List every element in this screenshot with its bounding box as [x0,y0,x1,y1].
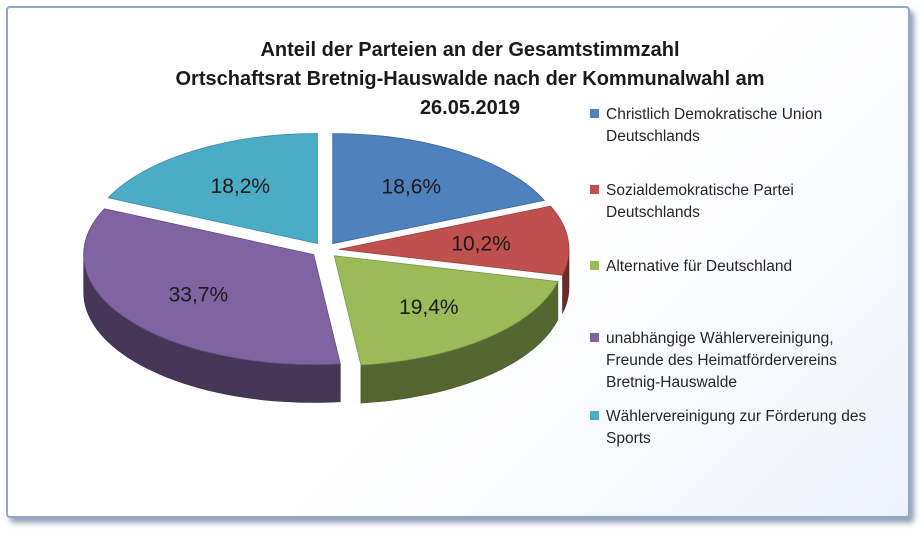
pie-slice-4 [107,133,318,245]
data-label-3: 33,7% [169,284,229,307]
data-label-1: 10,2% [451,233,511,256]
legend-label-2: Alternative für Deutschland [606,258,793,275]
legend-swatch-2 [590,261,599,270]
pie-slice-3 [83,208,341,365]
pie-slice-2 [333,255,559,366]
legend-label-1: Sozialdemokratische Partei Deutschlands [606,182,794,221]
legend-swatch-4 [590,411,599,420]
chart-title-line-3: 26.05.2019 [419,97,521,119]
data-label-2: 19,4% [399,296,459,319]
legend-swatch-0 [590,109,599,118]
legend-swatch-1 [590,185,599,194]
legend-label-3: unabhängige Wählervereinigung, Freunde d… [606,330,837,391]
legend-label-4: Wählervereinigung zur Förderung des Spor… [606,408,867,447]
chart-title: Anteil der Parteien an der Gesamtstimmza… [150,36,790,123]
chart-title-line-1: Anteil der Parteien an der Gesamtstimmza… [260,39,680,61]
chart-title-line-2: Ortschaftsrat Bretnig-Hauswalde nach der… [175,68,765,90]
pie-slice-0 [332,133,546,245]
data-label-4: 18,2% [211,175,271,198]
legend-label-0: Christlich Demokratische Union Deutschla… [606,106,823,145]
pie-slice-1 [338,205,570,276]
legend-swatch-3 [590,333,599,342]
data-label-0: 18,6% [382,176,442,199]
